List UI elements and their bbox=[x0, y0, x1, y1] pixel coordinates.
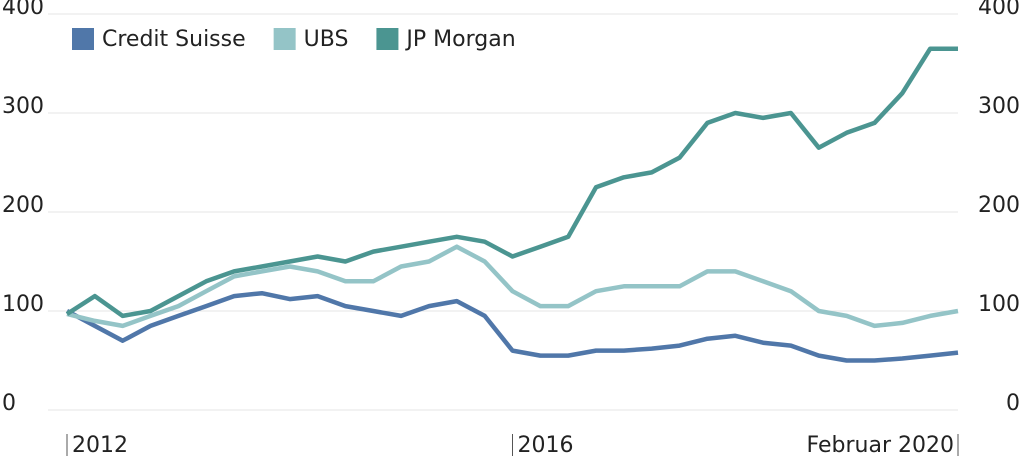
legend-swatch bbox=[273, 28, 296, 50]
legend-swatch bbox=[72, 28, 94, 50]
legend-label: UBS bbox=[304, 27, 349, 52]
legend-label: Credit Suisse bbox=[102, 27, 246, 52]
x-tick-label: Februar 2020 bbox=[807, 433, 954, 458]
y2-tick-label: 300 bbox=[978, 94, 1020, 119]
series-line bbox=[66, 244, 959, 329]
legend-label: JP Morgan bbox=[404, 27, 515, 52]
y-tick-label: 200 bbox=[2, 193, 44, 218]
y2-tick-label: 100 bbox=[978, 292, 1020, 317]
legend-swatch bbox=[376, 28, 399, 50]
y2-tick-label: 400 bbox=[978, 0, 1020, 20]
series-line bbox=[65, 290, 959, 363]
x-tick-label: 2012 bbox=[72, 433, 128, 458]
x-tick-label: 2016 bbox=[518, 433, 574, 458]
y2-tick-label: 0 bbox=[1006, 391, 1020, 416]
y-tick-label: 300 bbox=[2, 94, 44, 119]
y2-tick-label: 200 bbox=[978, 193, 1020, 218]
series-line bbox=[65, 46, 958, 319]
y-tick-label: 100 bbox=[2, 292, 44, 317]
y-tick-label: 0 bbox=[2, 391, 16, 416]
y-tick-label: 400 bbox=[2, 0, 44, 20]
